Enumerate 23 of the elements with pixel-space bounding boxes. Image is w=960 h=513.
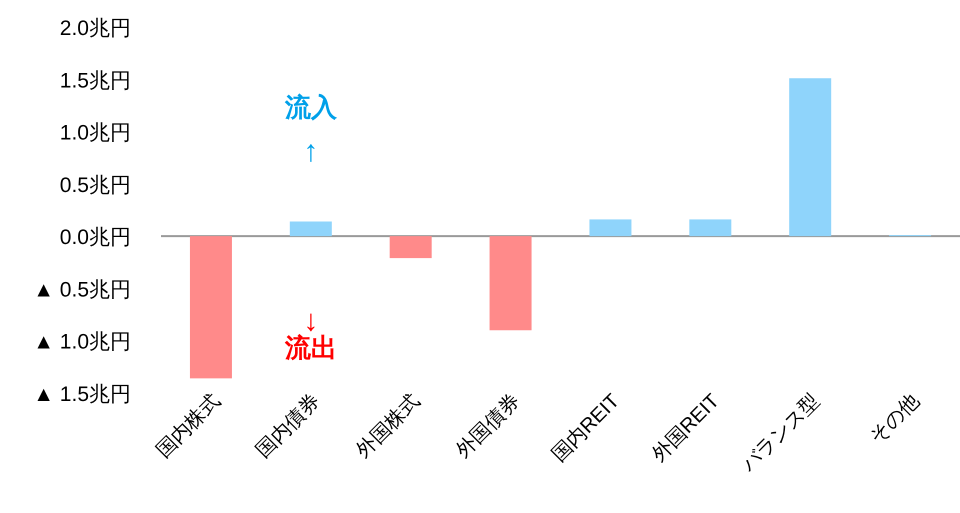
y-tick-label: 1.0兆円: [60, 122, 131, 145]
bar: [290, 222, 332, 236]
bar: [190, 236, 232, 378]
annotation: ↑: [303, 134, 318, 168]
bar: [589, 219, 632, 236]
y-tick-label: 0.0兆円: [60, 226, 131, 250]
y-tick-label: ▲ 1.0兆円: [33, 330, 131, 354]
y-tick-label: ▲ 0.5兆円: [33, 278, 131, 302]
x-tick-label: 国内債券: [252, 390, 324, 462]
y-tick-label: 1.5兆円: [60, 69, 131, 92]
x-tick-label: 国内株式: [152, 390, 224, 462]
y-tick-label: ▲ 1.5兆円: [33, 383, 131, 406]
x-tick-label: 外国債券: [452, 390, 524, 462]
bar: [490, 236, 532, 330]
bar: [390, 236, 432, 258]
bar: [789, 78, 832, 236]
x-tick-label: 外国株式: [352, 390, 424, 462]
x-tick-label: バランス型: [736, 390, 824, 477]
annotation: 流入: [284, 92, 338, 122]
x-tick-label: その他: [866, 390, 924, 448]
y-tick-label: 0.5兆円: [60, 174, 131, 197]
y-tick-label: 2.0兆円: [60, 17, 131, 40]
bar: [689, 219, 732, 236]
